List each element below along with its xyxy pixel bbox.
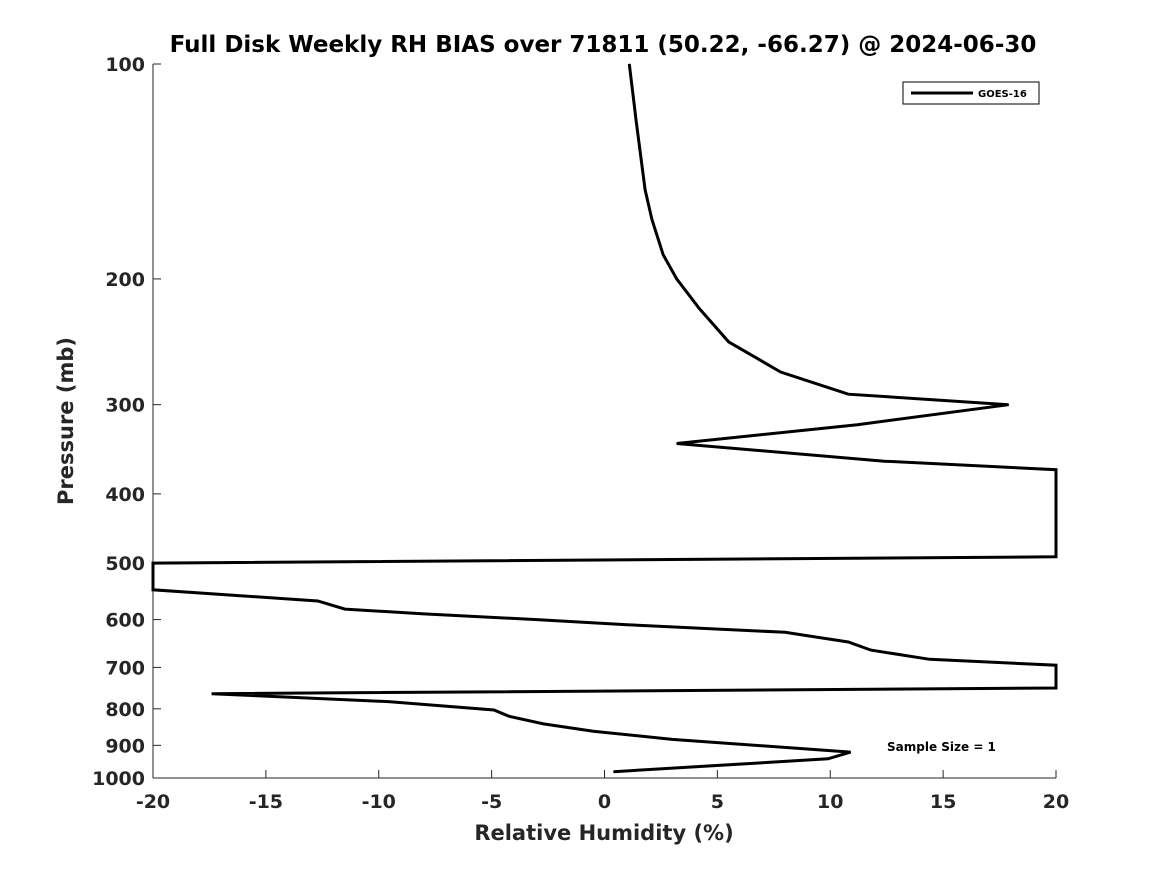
series-point (850, 751, 852, 753)
series-point (847, 393, 849, 395)
legend-label-goes16: GOES-16 (978, 89, 1027, 100)
series-point (317, 600, 319, 602)
series-point (651, 218, 653, 220)
series-point (344, 608, 346, 610)
series-point (662, 254, 664, 256)
series-point (613, 771, 614, 773)
series-point (152, 562, 154, 564)
x-axis-label: Relative Humidity (%) (474, 821, 733, 845)
series-point (1008, 404, 1010, 406)
series-point (676, 443, 678, 444)
series-point (423, 613, 425, 615)
y-tick-label: 400 (105, 484, 145, 506)
series-point (671, 738, 673, 740)
series-point (626, 624, 628, 626)
y-axis-label: Pressure (mb) (54, 337, 78, 505)
series-point (856, 424, 858, 426)
series-point (883, 460, 885, 462)
series-point (509, 716, 511, 717)
y-tick-label: 300 (105, 395, 145, 417)
series-point (1055, 664, 1057, 666)
y-tick-label: 200 (105, 269, 145, 291)
series-point (780, 371, 782, 373)
series-layer (151, 63, 1058, 774)
y-axis-ticks: 100 200 300 400 500 600 700 800 900 1000 (92, 54, 161, 790)
series-point (728, 341, 730, 343)
series-point (592, 730, 594, 732)
series-point (493, 709, 495, 711)
y-tick-label: 600 (105, 610, 145, 632)
series-point (784, 631, 786, 633)
series-point (536, 619, 538, 621)
y-tick-label: 500 (105, 553, 145, 575)
sample-size-annotation: Sample Size = 1 (887, 740, 996, 754)
x-tick-label: 10 (817, 791, 843, 813)
legend: GOES-16 (902, 81, 1040, 105)
y-tick-label: 800 (105, 699, 145, 721)
series-point (1055, 469, 1057, 471)
x-tick-label: -20 (136, 791, 170, 813)
series-point (676, 278, 678, 280)
y-tick-label: 100 (105, 54, 145, 76)
x-tick-label: 15 (930, 791, 956, 813)
series-point (644, 189, 646, 191)
y-tick-label: 700 (105, 657, 145, 679)
series-point (1055, 687, 1057, 689)
series-point (543, 723, 544, 725)
x-tick-label: -10 (362, 791, 396, 813)
series-point (847, 641, 849, 643)
y-tick-label: 1000 (92, 768, 145, 790)
chart-title: Full Disk Weekly RH BIAS over 71811 (50.… (170, 32, 1037, 58)
x-tick-label: 20 (1043, 791, 1069, 813)
x-tick-label: -15 (249, 791, 283, 813)
series-point (1055, 556, 1057, 558)
series-point (870, 649, 872, 651)
y-tick-label: 900 (105, 735, 145, 757)
series-point (389, 701, 391, 703)
series-point (635, 120, 637, 121)
x-tick-label: 0 (598, 791, 611, 813)
series-point (628, 63, 630, 65)
series-point (698, 308, 700, 309)
series-point (211, 693, 213, 695)
series-point (827, 758, 829, 760)
x-axis-ticks: -20 -15 -10 -5 0 5 10 15 20 (136, 770, 1069, 813)
x-tick-label: 5 (711, 791, 724, 813)
x-tick-label: -5 (481, 791, 502, 813)
series-point (929, 658, 931, 660)
series-point (152, 589, 154, 591)
